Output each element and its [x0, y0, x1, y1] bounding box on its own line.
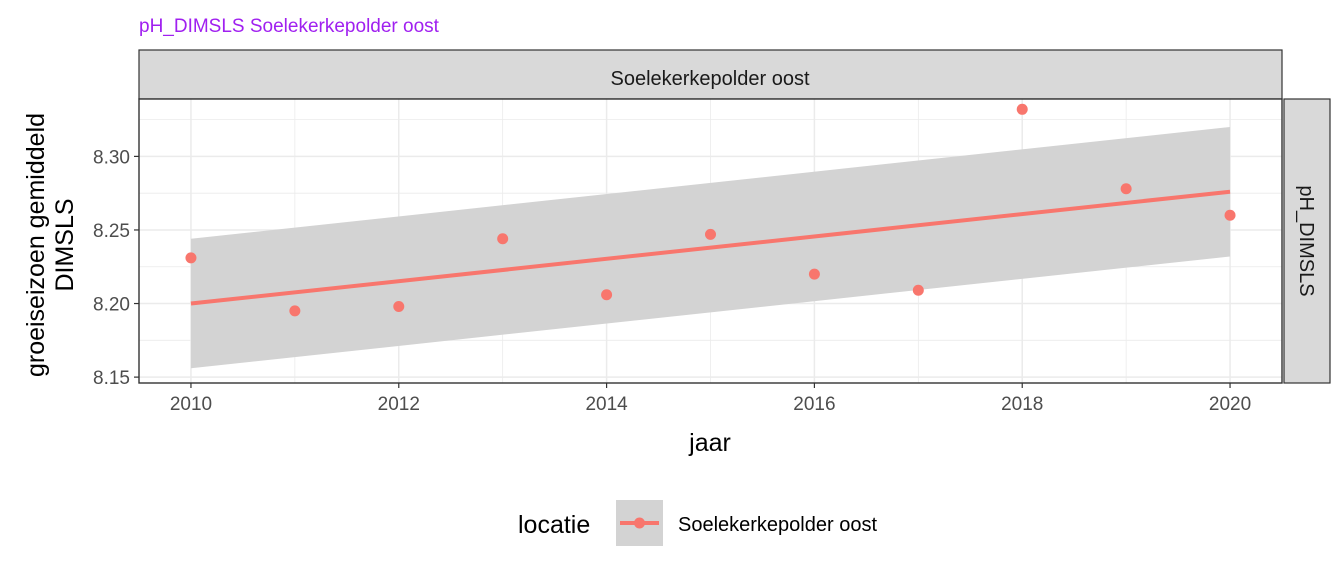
y-axis: 8.15 8.20 8.25 8.30	[93, 147, 139, 389]
x-tick-label: 2020	[1209, 394, 1251, 415]
y-axis-title: groeiseizoen gemiddeld DIMSLS	[22, 113, 79, 377]
x-tick-label: 2010	[170, 394, 212, 415]
legend: locatie Soelekerkepolder oost	[518, 500, 877, 546]
x-axis-title: jaar	[688, 429, 731, 457]
legend-key-point	[634, 517, 645, 529]
data-point	[185, 252, 197, 264]
data-point	[1120, 183, 1132, 195]
facet-strip-right-label: pH_DIMSLS	[1295, 185, 1317, 296]
data-point	[808, 268, 820, 280]
facet-strip-right	[1283, 98, 1331, 384]
data-point	[912, 284, 924, 296]
trend-line	[190, 189, 1231, 306]
data-point	[393, 300, 405, 312]
legend-title: locatie	[518, 511, 590, 539]
panel-border	[138, 98, 1283, 384]
x-tick-label: 2018	[1001, 394, 1043, 415]
data-point	[705, 228, 716, 240]
x-tick-label: 2016	[793, 394, 835, 415]
x-axis: 2010 2012 2014 2016 2018 2020	[170, 383, 1251, 415]
y-axis-title-line-1: groeiseizoen gemiddeld	[22, 113, 50, 377]
y-tick-label: 8.30	[93, 147, 130, 168]
legend-entry-label: Soelekerkepolder oost	[678, 514, 877, 536]
data-point	[1016, 103, 1028, 115]
y-axis-title-line-2: DIMSLS	[51, 198, 79, 291]
x-tick-label: 2014	[585, 394, 628, 415]
data-point	[497, 233, 509, 245]
data-point	[601, 289, 613, 301]
facet-strip-top-label: Soelekerkepolder oost	[610, 68, 809, 90]
y-tick-label: 8.25	[93, 221, 130, 242]
y-tick-label: 8.20	[93, 295, 130, 316]
facet-strip-top	[138, 49, 1283, 100]
data-point	[289, 305, 301, 317]
x-tick-label: 2012	[378, 394, 420, 415]
data-points	[185, 103, 1236, 317]
chart-title: pH_DIMSLS Soelekerkepolder oost	[139, 16, 440, 37]
y-tick-label: 8.15	[93, 368, 130, 389]
data-point	[1224, 209, 1236, 221]
